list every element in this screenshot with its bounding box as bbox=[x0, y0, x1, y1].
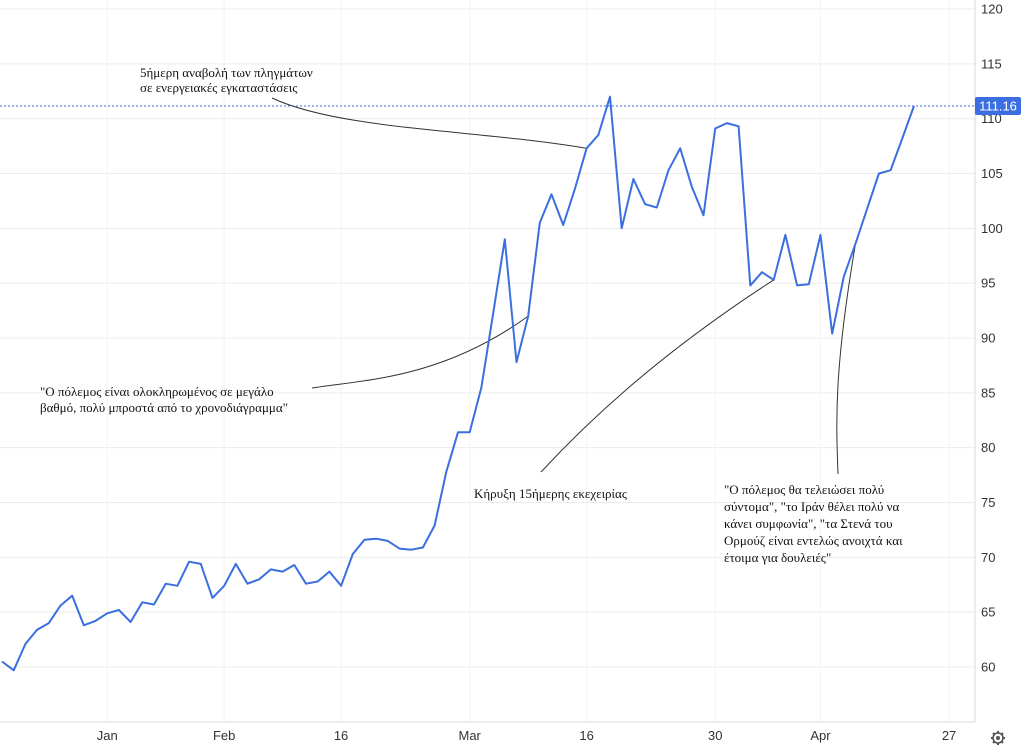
series-line bbox=[1, 95, 915, 672]
x-tick-label: 16 bbox=[334, 728, 348, 743]
y-tick-label: 60 bbox=[981, 660, 995, 675]
y-tick-label: 75 bbox=[981, 495, 995, 510]
annotation-text: Κήρυξη 15ήμερης εκεχειρίας bbox=[474, 486, 628, 501]
annotation-text: κάνει συμφωνία", "τα Στενά του bbox=[724, 516, 893, 531]
annotation-text: σύντομα", "το Ιράν θέλει πολύ να bbox=[724, 499, 900, 514]
y-tick-label: 85 bbox=[981, 385, 995, 400]
annotation-text: βαθμό, πολύ μπροστά από το χρονοδιάγραμμ… bbox=[40, 400, 288, 415]
annotation-text: έτοιμα για δουλειές" bbox=[724, 550, 831, 565]
annotation-text: "Ο πόλεμος είναι ολοκληρωμένος σε μεγάλο bbox=[40, 384, 274, 399]
annotation-text: "Ο πόλεμος θα τελειώσει πολύ bbox=[724, 482, 884, 497]
annotation-text: 5ήμερη αναβολή των πληγμάτων bbox=[140, 65, 313, 80]
annotation-leader-line bbox=[271, 97, 587, 149]
x-tick-label: Mar bbox=[458, 728, 481, 743]
x-tick-label: Apr bbox=[810, 728, 831, 743]
y-tick-label: 95 bbox=[981, 276, 995, 291]
annotation-leader-line bbox=[540, 279, 774, 473]
annotation-text: Ορμούζ είναι εντελώς ανοιχτά και bbox=[724, 533, 903, 548]
y-tick-label: 105 bbox=[981, 166, 1003, 181]
series-layer bbox=[1, 95, 915, 672]
y-tick-label: 100 bbox=[981, 221, 1003, 236]
annotation-leader-line bbox=[311, 315, 529, 389]
y-tick-label: 65 bbox=[981, 605, 995, 620]
x-axis: Jan Feb 16 Mar 16 30 Apr 27 bbox=[97, 728, 957, 743]
last-value-badge: 111.16 bbox=[975, 96, 1021, 115]
settings-gear-icon[interactable] bbox=[991, 731, 1005, 745]
x-tick-label: 30 bbox=[708, 728, 722, 743]
grid bbox=[0, 0, 975, 722]
x-tick-label: Jan bbox=[97, 728, 118, 743]
last-value-badge-bg bbox=[975, 96, 1021, 115]
y-tick-label: 115 bbox=[981, 56, 1002, 71]
x-tick-label: Feb bbox=[213, 728, 235, 743]
x-tick-label: 27 bbox=[942, 728, 956, 743]
annotation-leaders bbox=[271, 97, 856, 475]
y-tick-label: 80 bbox=[981, 440, 995, 455]
y-tick-label: 120 bbox=[981, 2, 1003, 17]
y-tick-label: 90 bbox=[981, 331, 995, 346]
last-value-label: 111.16 bbox=[979, 98, 1017, 113]
annotation-leader-line bbox=[836, 243, 856, 475]
y-tick-label: 70 bbox=[981, 550, 995, 565]
annotation-text: σε ενεργειακές εγκαταστάσεις bbox=[140, 80, 298, 95]
x-tick-label: 16 bbox=[579, 728, 593, 743]
